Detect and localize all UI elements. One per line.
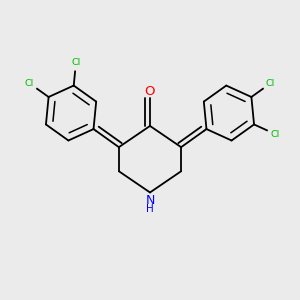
Text: N: N xyxy=(145,194,155,208)
Text: Cl: Cl xyxy=(266,79,275,88)
Text: H: H xyxy=(146,204,154,214)
Text: Cl: Cl xyxy=(271,130,280,139)
Text: Cl: Cl xyxy=(25,79,34,88)
Text: Cl: Cl xyxy=(71,58,81,67)
Text: O: O xyxy=(145,85,155,98)
